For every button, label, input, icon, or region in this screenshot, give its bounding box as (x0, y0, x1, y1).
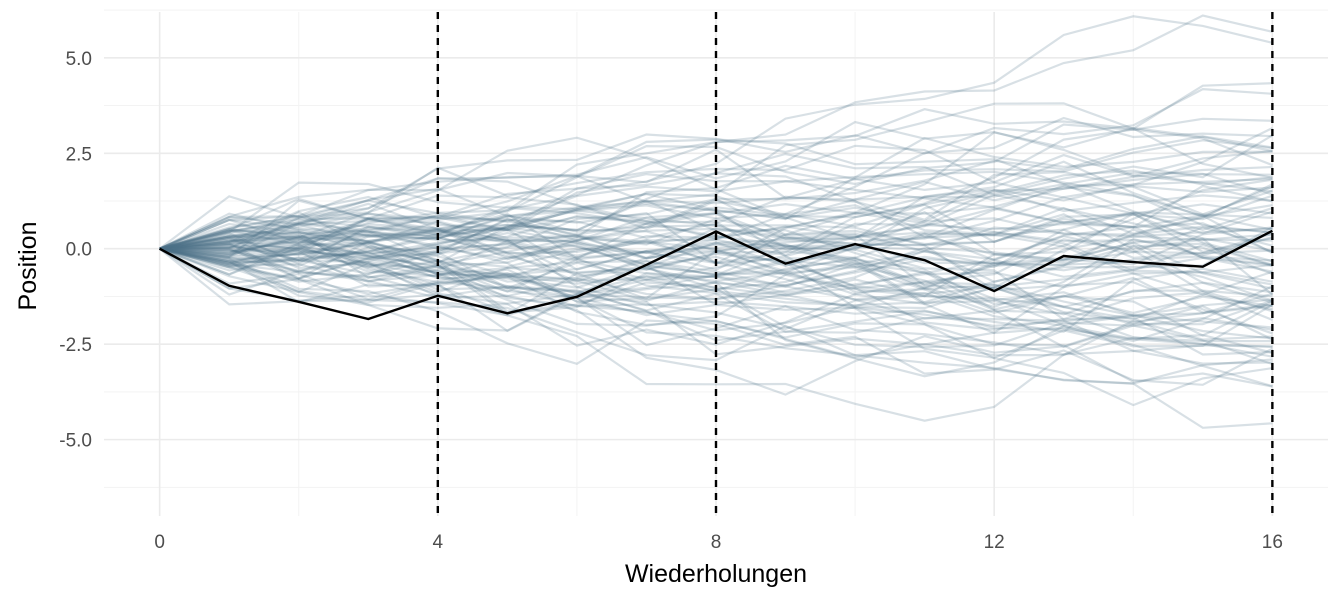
walk-line (159, 202, 1273, 326)
walk-line (159, 242, 1273, 365)
walk-line (159, 180, 1273, 255)
y-axis-ticks: 5.0 2.5 0.0 -2.5 -5.0 (59, 49, 92, 452)
walk-line (159, 235, 1273, 308)
x-tick-label: 16 (1262, 532, 1283, 553)
walk-line (159, 217, 1273, 279)
y-tick-label: -2.5 (59, 335, 92, 356)
x-tick-label: 4 (433, 532, 444, 553)
walk-line (158, 247, 1273, 422)
walk-line (159, 214, 1273, 261)
walk-line (159, 212, 1273, 307)
walk-line (159, 247, 1273, 359)
walk-line (159, 170, 1273, 250)
walk-line (159, 246, 1273, 354)
walk-line (159, 178, 1273, 294)
y-tick-label: 2.5 (66, 144, 92, 165)
walk-line (159, 116, 1273, 280)
walk-line (159, 228, 1273, 407)
reference-lines (436, 12, 1274, 516)
walk-line (159, 247, 1273, 386)
x-axis-title: Wiederholungen (625, 560, 807, 588)
walk-line (159, 139, 1273, 250)
y-tick-label: 0.0 (66, 240, 92, 261)
walk-line (159, 217, 1273, 293)
walk-line (159, 87, 1273, 250)
walk-line (159, 247, 1273, 385)
plot-panel (104, 9, 1328, 516)
x-axis-ticks: 0 4 8 12 16 (154, 532, 1283, 553)
walk-line (159, 226, 1273, 335)
walk-line (159, 15, 1273, 250)
y-axis-title: Position (14, 222, 42, 311)
x-tick-label: 8 (711, 532, 722, 553)
highlighted-walk-layer (159, 229, 1273, 321)
highlighted-walk-line (159, 229, 1273, 321)
walk-line (159, 223, 1273, 283)
walk-line (159, 138, 1273, 250)
walk-line (159, 241, 1273, 315)
walk-line (159, 247, 1273, 429)
walk-line (159, 232, 1273, 278)
walk-line (159, 242, 1273, 359)
x-tick-label: 0 (154, 532, 165, 553)
walk-line (159, 227, 1273, 321)
walk-line (159, 235, 1273, 275)
walk-line (159, 238, 1273, 347)
walk-line (159, 228, 1273, 286)
walk-line (159, 136, 1273, 255)
walk-line (159, 236, 1273, 388)
walk-line (159, 120, 1273, 250)
y-tick-label: -5.0 (59, 431, 92, 452)
walk-line (159, 164, 1273, 254)
x-tick-label: 12 (984, 532, 1005, 553)
y-tick-label: 5.0 (66, 49, 92, 70)
